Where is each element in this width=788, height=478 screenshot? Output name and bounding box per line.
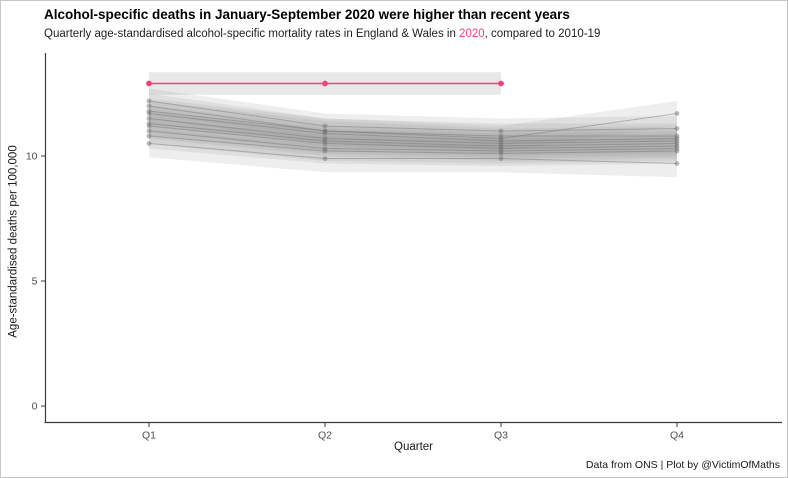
data-point-2013-Q1 xyxy=(146,116,152,121)
ribbon-2013 xyxy=(149,106,677,156)
data-point-2016-Q1 xyxy=(146,128,152,134)
data-point-2010-Q4 xyxy=(674,126,680,131)
data-point-2020-Q2 xyxy=(322,80,328,87)
chart-title: Alcohol-specific deaths in January-Septe… xyxy=(44,7,570,22)
x-tick-label-Q1: Q1 xyxy=(142,430,156,442)
data-point-2010-Q3 xyxy=(498,128,504,134)
data-point-2019-Q2 xyxy=(322,128,328,134)
series-line-2010 xyxy=(148,100,678,132)
chart-caption: Data from ONS | Plot by @VictimOfMaths xyxy=(585,459,780,471)
data-point-2017-Q4 xyxy=(674,148,680,154)
chart-subtitle: Quarterly age-standardised alcohol-speci… xyxy=(44,28,600,40)
data-point-2020-Q3 xyxy=(498,80,504,87)
data-point-2018-Q3 xyxy=(498,156,504,161)
subtitle-prefix: Quarterly age-standardised alcohol-speci… xyxy=(44,28,460,40)
ribbon-2012 xyxy=(149,101,677,154)
ribbon-2015 xyxy=(149,113,677,161)
x-tick-label-Q3: Q3 xyxy=(494,430,508,442)
data-point-2019-Q4 xyxy=(674,111,680,116)
y-tick-label-5: 5 xyxy=(32,276,38,288)
series-line-2013 xyxy=(148,118,678,145)
data-point-2018-Q1 xyxy=(146,141,152,146)
y-tick-label-0: 0 xyxy=(32,401,38,413)
data-point-2015-Q2 xyxy=(322,141,328,146)
data-point-2010-Q1 xyxy=(146,98,152,104)
series-line-2015 xyxy=(148,125,678,150)
subtitle-highlight-2020: 2020 xyxy=(459,28,485,40)
series-line-2019 xyxy=(148,110,678,140)
data-point-2020-Q1 xyxy=(146,80,152,87)
y-tick-label-10: 10 xyxy=(26,151,38,163)
data-point-2017-Q2 xyxy=(322,148,328,154)
ribbon-2016 xyxy=(149,118,677,164)
data-point-2017-Q1 xyxy=(146,133,152,139)
data-point-2011-Q1 xyxy=(146,103,152,109)
series-line-2018 xyxy=(148,143,678,164)
series-line-2016 xyxy=(148,130,678,152)
data-point-2017-Q3 xyxy=(498,151,504,156)
ribbon-2010 xyxy=(149,88,677,144)
x-tick-label-Q4: Q4 xyxy=(670,430,684,442)
data-point-2015-Q1 xyxy=(146,123,152,129)
data-point-2018-Q4 xyxy=(674,161,680,166)
ribbon-2011 xyxy=(149,93,677,149)
ribbon-2017 xyxy=(149,123,677,166)
data-point-2010-Q2 xyxy=(322,123,328,129)
subtitle-suffix: , compared to 2010-19 xyxy=(484,28,601,40)
series-line-2017 xyxy=(148,135,678,155)
x-axis-title: Quarter xyxy=(394,441,433,453)
data-point-2019-Q1 xyxy=(146,108,152,114)
ribbon-2019 xyxy=(149,98,677,151)
ribbon-2018 xyxy=(149,129,677,178)
ribbon-2014 xyxy=(149,111,677,159)
series-line-2012 xyxy=(148,113,678,142)
y-axis-title: Age-standardised deaths per 100,000 xyxy=(7,145,20,338)
x-tick-label-Q2: Q2 xyxy=(318,430,332,442)
series-line-2014 xyxy=(148,123,678,147)
series-line-2011 xyxy=(148,105,677,137)
data-point-2019-Q3 xyxy=(498,136,504,141)
data-point-2018-Q2 xyxy=(322,156,328,161)
